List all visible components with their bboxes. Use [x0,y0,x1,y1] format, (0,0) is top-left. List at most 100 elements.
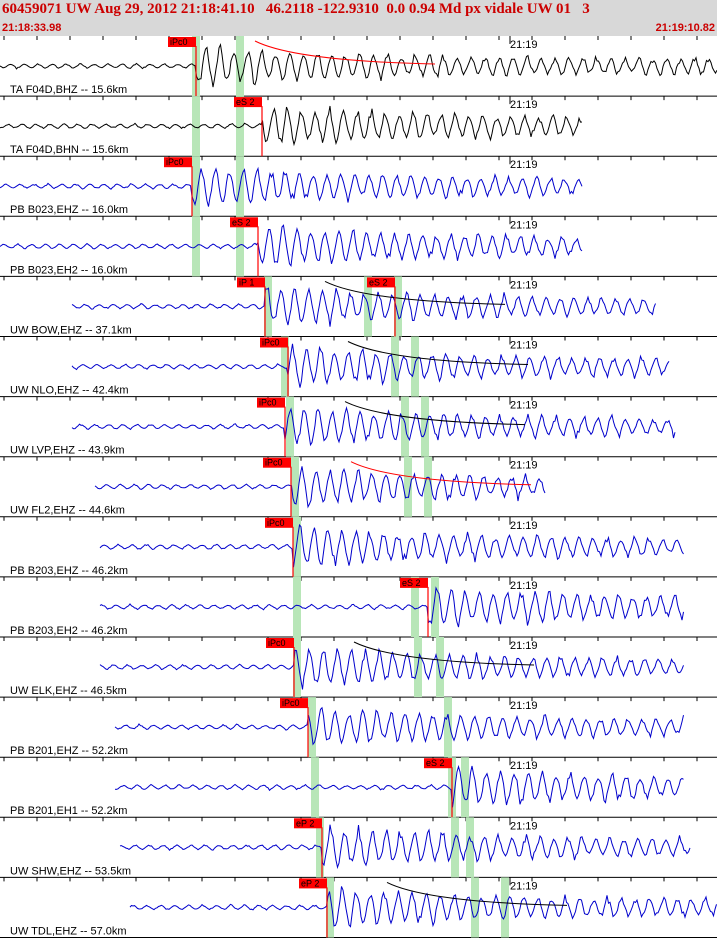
pick-label: eS 2 [369,277,388,287]
phase-pick[interactable]: iPc0 [164,157,193,217]
minute-tick-label: 21:19 [510,279,538,291]
seismogram-panel[interactable]: iPc0 21:19 TA F04D,BHZ -- 15.6km eS 2 21:19 T… [0,36,717,938]
pick-label: iPc0 [170,37,188,47]
pick-label: iPc0 [262,338,280,348]
phase-pick[interactable]: iPc0 [280,698,309,758]
phase-pick[interactable]: iPc0 [168,37,197,97]
waveform-trace[interactable] [114,764,684,808]
pick-window-band [404,456,412,517]
phase-pick[interactable]: iPc0 [263,457,292,517]
channel-row[interactable]: iPc0 21:19 TA F04D,BHZ -- 15.6km [0,36,717,97]
pick-label: eS 2 [232,217,251,227]
minute-tick-label: 21:19 [510,39,538,51]
channel-row[interactable]: iPc0 21:19 UW ELK,EHZ -- 46.5km [0,637,717,698]
coda-curve [350,461,532,486]
pick-flag [168,37,196,47]
pick-label: eS 2 [236,97,255,107]
channel-row[interactable]: eS 2 21:19 PB B023,EH2 -- 16.0km [0,216,717,277]
coda-curve [386,881,568,906]
waveform-trace[interactable] [0,42,717,88]
pick-flag [230,217,258,228]
channel-row[interactable]: iP 1 eS 2 21:19 UW BOW,EHZ -- 37.1km [0,276,717,337]
pick-flag [164,157,192,168]
phase-pick[interactable]: eP 2 [299,878,328,938]
waveform-trace[interactable] [0,224,583,267]
window-start-time: 21:18:33.98 [2,22,62,34]
channel-label: UW ELK,EHZ -- 46.5km [10,685,127,697]
pick-window-band [411,576,419,637]
channel-label: UW TDL,EHZ -- 57.0km [10,925,127,937]
pick-window-band [461,757,469,818]
waveform-trace[interactable] [0,105,583,147]
waveform-trace[interactable] [99,586,684,628]
minute-tick-label: 21:19 [510,520,538,532]
minute-tick-label: 21:19 [510,640,538,652]
pick-window-band [192,156,200,217]
waveform-trace[interactable] [71,405,676,447]
channel-row[interactable]: iPc0 21:19 UW LVP,EHZ -- 43.9km [0,396,717,458]
minute-tick-label: 21:19 [510,460,538,472]
coda-curve [347,341,529,365]
waveform-trace[interactable] [0,166,583,207]
waveform-trace[interactable] [71,287,656,327]
pick-label: iPc0 [282,698,300,708]
coda-curve [254,40,436,65]
event-title: 60459071 UW Aug 29, 2012 21:18:41.10 46.… [2,1,590,17]
channel-label: PB B203,EHZ -- 46.2km [10,565,128,577]
pick-label: eS 2 [426,758,445,768]
pick-label: iP 1 [239,277,254,287]
pick-window-band [394,276,402,337]
event-header: 60459071 UW Aug 29, 2012 21:18:41.10 46.… [0,0,717,36]
pick-window-band [293,516,301,577]
channel-row[interactable]: iPc0 21:19 PB B201,EHZ -- 52.2km [0,697,717,758]
channel-row[interactable]: eS 2 21:19 TA F04D,BHN -- 15.6km [0,96,717,157]
pick-label: eP 2 [296,818,314,828]
channel-label: PB B201,EH1 -- 52.2km [10,805,127,817]
phase-pick[interactable]: iPc0 [257,397,286,457]
channel-row[interactable]: iPc0 21:19 UW NLO,EHZ -- 42.4km [0,336,717,398]
window-end-time: 21:19:10.82 [655,22,715,34]
pick-window-band [264,276,272,337]
phase-pick[interactable]: iPc0 [265,517,294,577]
phase-pick[interactable]: eS 2 [367,277,396,337]
channel-row[interactable]: eP 2 21:19 UW SHW,EHZ -- 53.5km [0,817,717,878]
channel-row[interactable]: iPc0 21:19 UW FL2,EHZ -- 44.6km [0,456,717,518]
waveform-trace[interactable] [94,466,546,509]
phase-pick[interactable]: iP 1 [237,277,266,337]
minute-tick-label: 21:19 [510,700,538,712]
channel-row[interactable]: iPc0 21:19 PB B203,EHZ -- 46.2km [0,516,717,578]
channel-row[interactable]: eS 2 21:19 PB B201,EH1 -- 52.2km [0,757,717,818]
phase-pick[interactable]: iPc0 [266,638,295,698]
phase-pick[interactable]: iPc0 [260,337,289,397]
waveform-trace[interactable] [129,886,717,928]
pick-flag [260,337,288,348]
pick-flag [237,277,265,288]
pick-window-band [308,697,316,758]
minute-tick-label: 21:19 [510,99,538,111]
phase-pick[interactable]: eS 2 [400,577,429,637]
pick-label: iPc0 [267,518,285,528]
waveform-trace[interactable] [99,523,684,568]
channel-label: PB B201,EHZ -- 52.2km [10,745,128,757]
minute-tick-label: 21:19 [510,219,538,231]
channel-row[interactable]: iPc0 21:19 PB B023,EHZ -- 16.0km [0,156,717,217]
waveform-trace[interactable] [114,706,684,746]
channel-label: PB B203,EH2 -- 46.2km [10,625,127,637]
pick-flag [266,638,294,648]
phase-pick[interactable]: eS 2 [230,217,259,277]
phase-pick[interactable]: eP 2 [294,818,323,878]
waveform-trace[interactable] [119,824,691,870]
coda-curve [344,401,526,426]
pick-window-band [281,336,289,397]
channel-row[interactable]: eS 2 21:19 PB B203,EH2 -- 46.2km [0,576,717,638]
channel-row[interactable]: eP 2 21:19 UW TDL,EHZ -- 57.0km [0,877,717,938]
waveform-trace[interactable] [71,343,670,388]
pick-flag [367,277,395,288]
channel-label: TA F04D,BHZ -- 15.6km [10,84,127,96]
waveform-trace[interactable] [99,647,684,690]
channel-label: PB B023,EHZ -- 16.0km [10,204,128,216]
phase-pick[interactable]: eS 2 [424,758,453,818]
phase-pick[interactable]: eS 2 [234,97,263,157]
channel-label: UW LVP,EHZ -- 43.9km [10,445,125,457]
pick-label: iPc0 [265,458,283,468]
